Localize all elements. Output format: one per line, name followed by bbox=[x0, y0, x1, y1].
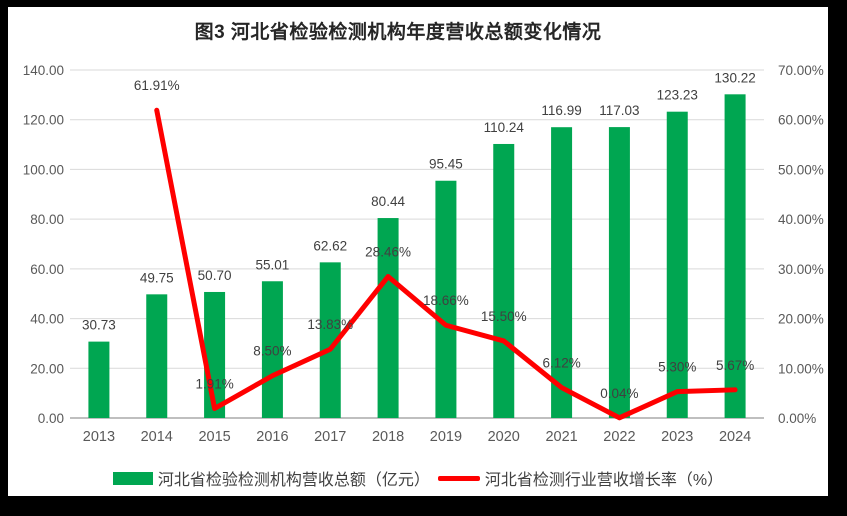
line-value-label: 28.46% bbox=[365, 245, 411, 260]
right-axis-tick-label: 50.00% bbox=[778, 162, 824, 177]
line-value-label: 0.04% bbox=[600, 386, 638, 401]
line-value-label: 6.12% bbox=[542, 356, 580, 371]
bar bbox=[608, 127, 630, 418]
bar bbox=[551, 127, 573, 418]
left-axis-tick-label: 20.00 bbox=[30, 361, 64, 376]
legend-item-revenue: 河北省检验检测机构营收总额（亿元） bbox=[112, 466, 430, 490]
bar-value-label: 95.45 bbox=[429, 157, 463, 172]
x-axis-category-label: 2014 bbox=[141, 429, 173, 445]
x-axis-category-label: 2023 bbox=[661, 429, 693, 445]
bar bbox=[724, 94, 746, 418]
bar-series-swatch-icon bbox=[112, 471, 153, 485]
right-axis-tick-label: 10.00% bbox=[778, 361, 824, 376]
bar-value-label: 117.03 bbox=[599, 103, 639, 118]
left-axis-tick-label: 100.00 bbox=[23, 162, 64, 177]
bar bbox=[88, 341, 110, 418]
x-axis-category-label: 2018 bbox=[372, 429, 404, 445]
bar-value-label: 110.24 bbox=[484, 120, 525, 135]
bar-value-label: 80.44 bbox=[371, 194, 405, 209]
bar-value-label: 130.22 bbox=[714, 70, 755, 85]
bar bbox=[261, 281, 283, 418]
line-value-label: 15.50% bbox=[481, 309, 527, 324]
bar-value-label: 49.75 bbox=[140, 270, 174, 285]
bar bbox=[493, 143, 515, 418]
x-axis-category-label: 2017 bbox=[314, 429, 346, 445]
x-axis-category-label: 2015 bbox=[198, 429, 230, 445]
line-value-label: 8.50% bbox=[253, 344, 291, 359]
line-value-label: 61.91% bbox=[134, 78, 180, 93]
bar bbox=[435, 180, 457, 418]
bar-value-label: 55.01 bbox=[256, 257, 290, 272]
bar-value-label: 30.73 bbox=[82, 318, 116, 333]
line-value-label: 1.91% bbox=[195, 377, 233, 392]
left-axis-tick-label: 0.00 bbox=[38, 411, 64, 426]
right-axis-tick-label: 0.00% bbox=[778, 411, 816, 426]
x-axis-category-label: 2024 bbox=[719, 429, 751, 445]
x-axis-category-label: 2016 bbox=[256, 429, 288, 445]
x-axis-category-label: 2020 bbox=[488, 429, 520, 445]
bar-value-label: 50.70 bbox=[198, 268, 232, 283]
x-axis-category-label: 2021 bbox=[545, 429, 577, 445]
chart-canvas: 图3 河北省检验检测机构年度营收总额变化情况 河北省检验检测机构营收总额（亿元）… bbox=[8, 7, 828, 496]
left-axis-tick-label: 80.00 bbox=[30, 212, 64, 227]
bar-value-label: 116.99 bbox=[541, 103, 581, 118]
left-axis-tick-label: 140.00 bbox=[23, 63, 64, 78]
left-axis-tick-label: 40.00 bbox=[30, 312, 64, 327]
growth-line bbox=[154, 107, 738, 421]
legend: 河北省检验检测机构营收总额（亿元） 河北省检测行业营收增长率（%） bbox=[8, 466, 828, 490]
line-value-label: 18.66% bbox=[423, 293, 469, 308]
bar bbox=[146, 294, 168, 418]
bar bbox=[666, 111, 688, 418]
line-series-swatch-icon bbox=[437, 475, 480, 481]
legend-item-growth: 河北省检测行业营收增长率（%） bbox=[437, 466, 724, 490]
x-axis-category-label: 2013 bbox=[83, 429, 115, 445]
bar-value-label: 62.62 bbox=[313, 238, 347, 253]
line-value-label: 13.83% bbox=[307, 317, 353, 332]
line-value-label: 5.30% bbox=[658, 360, 696, 375]
legend-label-revenue: 河北省检验检测机构营收总额（亿元） bbox=[157, 472, 430, 489]
line-value-label: 5.67% bbox=[716, 358, 754, 373]
right-axis-tick-label: 20.00% bbox=[778, 312, 824, 327]
chart-title: 图3 河北省检验检测机构年度营收总额变化情况 bbox=[194, 22, 602, 43]
right-axis-tick-label: 70.00% bbox=[778, 63, 824, 78]
bar bbox=[377, 218, 399, 418]
x-axis-category-label: 2019 bbox=[430, 429, 462, 445]
legend-label-growth: 河北省检测行业营收增长率（%） bbox=[484, 472, 724, 489]
right-axis-tick-label: 30.00% bbox=[778, 262, 824, 277]
right-axis-tick-label: 40.00% bbox=[778, 212, 824, 227]
left-axis-tick-label: 120.00 bbox=[23, 113, 64, 128]
bar bbox=[319, 262, 341, 418]
bar-value-label: 123.23 bbox=[657, 88, 698, 103]
x-axis-category-label: 2022 bbox=[603, 429, 635, 445]
left-axis-tick-label: 60.00 bbox=[30, 262, 64, 277]
right-axis-tick-label: 60.00% bbox=[778, 113, 824, 128]
